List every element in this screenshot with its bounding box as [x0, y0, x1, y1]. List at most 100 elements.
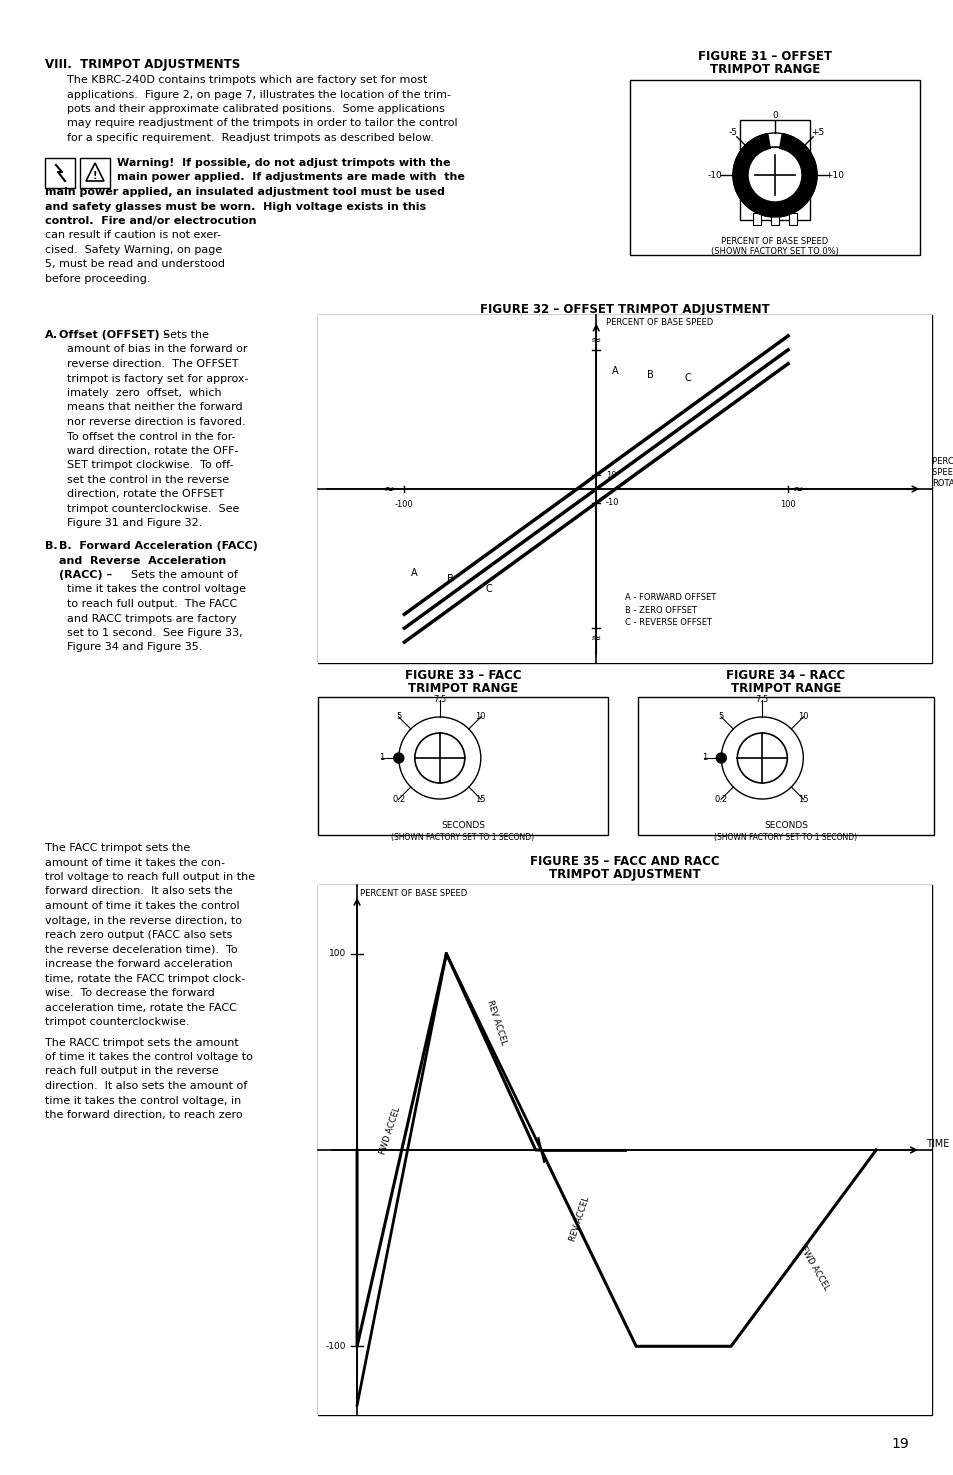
Text: may require readjustment of the trimpots in order to tailor the control: may require readjustment of the trimpots…: [67, 118, 457, 128]
Text: 0.2: 0.2: [714, 795, 727, 804]
Text: A: A: [612, 366, 618, 376]
Text: of time it takes the control voltage to: of time it takes the control voltage to: [45, 1052, 253, 1062]
Text: Warning!  If possible, do not adjust trimpots with the: Warning! If possible, do not adjust trim…: [117, 158, 450, 168]
Text: PERCENT OF MAIN
SPEED POTENTIOMETER
ROTATION: PERCENT OF MAIN SPEED POTENTIOMETER ROTA…: [931, 457, 953, 488]
Text: reach zero output (FACC also sets: reach zero output (FACC also sets: [45, 931, 233, 940]
Text: reverse direction.  The OFFSET: reverse direction. The OFFSET: [67, 358, 238, 369]
Text: PERCENT OF BASE SPEED: PERCENT OF BASE SPEED: [359, 889, 467, 898]
Text: 15: 15: [798, 795, 808, 804]
Text: SECONDS: SECONDS: [763, 822, 807, 830]
Text: (SHOWN FACTORY SET TO 0%): (SHOWN FACTORY SET TO 0%): [710, 246, 838, 257]
Circle shape: [746, 148, 802, 204]
Text: main power applied.  If adjustments are made with  the: main power applied. If adjustments are m…: [117, 173, 464, 183]
Text: 15: 15: [475, 795, 485, 804]
Wedge shape: [732, 134, 816, 217]
Text: -10: -10: [605, 499, 618, 507]
Text: trol voltage to reach full output in the: trol voltage to reach full output in the: [45, 872, 254, 882]
Text: Sets the amount of: Sets the amount of: [131, 569, 237, 580]
Text: reach full output in the reverse: reach full output in the reverse: [45, 1066, 218, 1077]
Text: 10: 10: [605, 471, 616, 479]
Text: can result if caution is not exer-: can result if caution is not exer-: [45, 230, 221, 240]
Text: 19: 19: [890, 1437, 908, 1451]
Text: (SHOWN FACTORY SET TO 1 SECOND): (SHOWN FACTORY SET TO 1 SECOND): [714, 833, 857, 842]
Text: TRIMPOT RANGE: TRIMPOT RANGE: [709, 63, 820, 77]
Text: for a specific requirement.  Readjust trimpots as described below.: for a specific requirement. Readjust tri…: [67, 133, 434, 143]
Text: SECONDS: SECONDS: [440, 822, 484, 830]
Text: FIGURE 35 – FACC AND RACC: FIGURE 35 – FACC AND RACC: [530, 855, 720, 867]
Text: 5: 5: [718, 712, 723, 721]
Text: main power applied, an insulated adjustment tool must be used: main power applied, an insulated adjustm…: [45, 187, 444, 198]
Text: 5, must be read and understood: 5, must be read and understood: [45, 260, 225, 270]
Text: direction.  It also sets the amount of: direction. It also sets the amount of: [45, 1081, 247, 1092]
Text: increase the forward acceleration: increase the forward acceleration: [45, 959, 233, 969]
Text: REV ACCEL: REV ACCEL: [568, 1195, 591, 1242]
Text: TRIMPOT ADJUSTMENT: TRIMPOT ADJUSTMENT: [549, 867, 700, 881]
Text: B - ZERO OFFSET: B - ZERO OFFSET: [624, 606, 697, 615]
Text: voltage, in the reverse direction, to: voltage, in the reverse direction, to: [45, 916, 242, 925]
Text: 100: 100: [329, 950, 346, 959]
Text: TRIMPOT RANGE: TRIMPOT RANGE: [408, 681, 517, 695]
Text: B.: B.: [45, 541, 57, 552]
Text: C: C: [485, 584, 492, 594]
Text: -10: -10: [707, 171, 721, 180]
Text: PERCENT OF BASE SPEED: PERCENT OF BASE SPEED: [720, 237, 828, 246]
Text: the reverse deceleration time).  To: the reverse deceleration time). To: [45, 944, 237, 954]
Text: REV ACCEL: REV ACCEL: [485, 999, 508, 1046]
Text: 10: 10: [475, 712, 485, 721]
Text: 0.2: 0.2: [392, 795, 405, 804]
Bar: [788, 212, 796, 226]
Text: 7.5: 7.5: [433, 696, 446, 705]
Text: The FACC trimpot sets the: The FACC trimpot sets the: [45, 844, 190, 853]
Text: !: !: [92, 171, 97, 181]
Text: 7.5: 7.5: [755, 696, 768, 705]
Text: B: B: [447, 574, 454, 584]
Text: C: C: [684, 373, 691, 382]
Text: forward direction.  It also sets the: forward direction. It also sets the: [45, 886, 233, 897]
Text: TIME: TIME: [925, 1139, 949, 1149]
Text: amount of time it takes the control: amount of time it takes the control: [45, 901, 239, 912]
Bar: [638, 698, 933, 835]
Text: VIII.  TRIMPOT ADJUSTMENTS: VIII. TRIMPOT ADJUSTMENTS: [45, 58, 240, 71]
Text: to reach full output.  The FACC: to reach full output. The FACC: [67, 599, 237, 609]
Text: FIGURE 33 – FACC: FIGURE 33 – FACC: [404, 670, 520, 681]
Text: SET trimpot clockwise.  To off-: SET trimpot clockwise. To off-: [67, 460, 233, 471]
Text: acceleration time, rotate the FACC: acceleration time, rotate the FACC: [45, 1003, 236, 1012]
Text: trimpot is factory set for approx-: trimpot is factory set for approx-: [67, 373, 248, 384]
Text: PERCENT OF BASE SPEED: PERCENT OF BASE SPEED: [338, 1096, 347, 1204]
Text: trimpot counterclockwise.: trimpot counterclockwise.: [45, 1016, 190, 1027]
Text: applications.  Figure 2, on page 7, illustrates the location of the trim-: applications. Figure 2, on page 7, illus…: [67, 90, 451, 99]
Polygon shape: [86, 164, 104, 181]
Text: -100: -100: [325, 1342, 346, 1351]
Text: -5: -5: [727, 128, 737, 137]
Text: ≈: ≈: [590, 631, 600, 645]
Text: To offset the control in the for-: To offset the control in the for-: [67, 432, 235, 441]
Text: FWD ACCEL: FWD ACCEL: [798, 1243, 830, 1292]
Text: amount of time it takes the con-: amount of time it takes the con-: [45, 857, 225, 867]
Text: wise.  To decrease the forward: wise. To decrease the forward: [45, 988, 214, 999]
Text: the forward direction, to reach zero: the forward direction, to reach zero: [45, 1111, 242, 1120]
Text: Figure 31 and Figure 32.: Figure 31 and Figure 32.: [67, 519, 202, 528]
Text: TRIMPOT RANGE: TRIMPOT RANGE: [730, 681, 841, 695]
Text: control.  Fire and/or electrocution: control. Fire and/or electrocution: [45, 215, 256, 226]
Text: and  Reverse  Acceleration: and Reverse Acceleration: [59, 556, 226, 565]
Text: (SHOWN FACTORY SET TO 1 SECOND): (SHOWN FACTORY SET TO 1 SECOND): [391, 833, 534, 842]
Text: The KBRC-240D contains trimpots which are factory set for most: The KBRC-240D contains trimpots which ar…: [67, 75, 427, 86]
Text: A: A: [410, 568, 416, 578]
Text: pots and their approximate calibrated positions.  Some applications: pots and their approximate calibrated po…: [67, 105, 444, 114]
Circle shape: [720, 717, 802, 799]
Text: -100: -100: [395, 500, 414, 509]
Text: set the control in the reverse: set the control in the reverse: [67, 475, 229, 485]
Bar: [629, 80, 919, 255]
Text: +10: +10: [824, 171, 843, 180]
Bar: [770, 212, 779, 226]
Text: A - FORWARD OFFSET: A - FORWARD OFFSET: [624, 593, 716, 602]
Text: nor reverse direction is favored.: nor reverse direction is favored.: [67, 417, 245, 426]
Text: The RACC trimpot sets the amount: The RACC trimpot sets the amount: [45, 1037, 238, 1047]
Text: Offset (OFFSET) –: Offset (OFFSET) –: [59, 330, 169, 341]
Text: FIGURE 32 – OFFSET TRIMPOT ADJUSTMENT: FIGURE 32 – OFFSET TRIMPOT ADJUSTMENT: [479, 302, 769, 316]
Text: set to 1 second.  See Figure 33,: set to 1 second. See Figure 33,: [67, 628, 242, 639]
Circle shape: [716, 754, 725, 763]
Bar: [45, 158, 75, 187]
Bar: [80, 158, 110, 187]
Text: Figure 34 and Figure 35.: Figure 34 and Figure 35.: [67, 643, 202, 652]
